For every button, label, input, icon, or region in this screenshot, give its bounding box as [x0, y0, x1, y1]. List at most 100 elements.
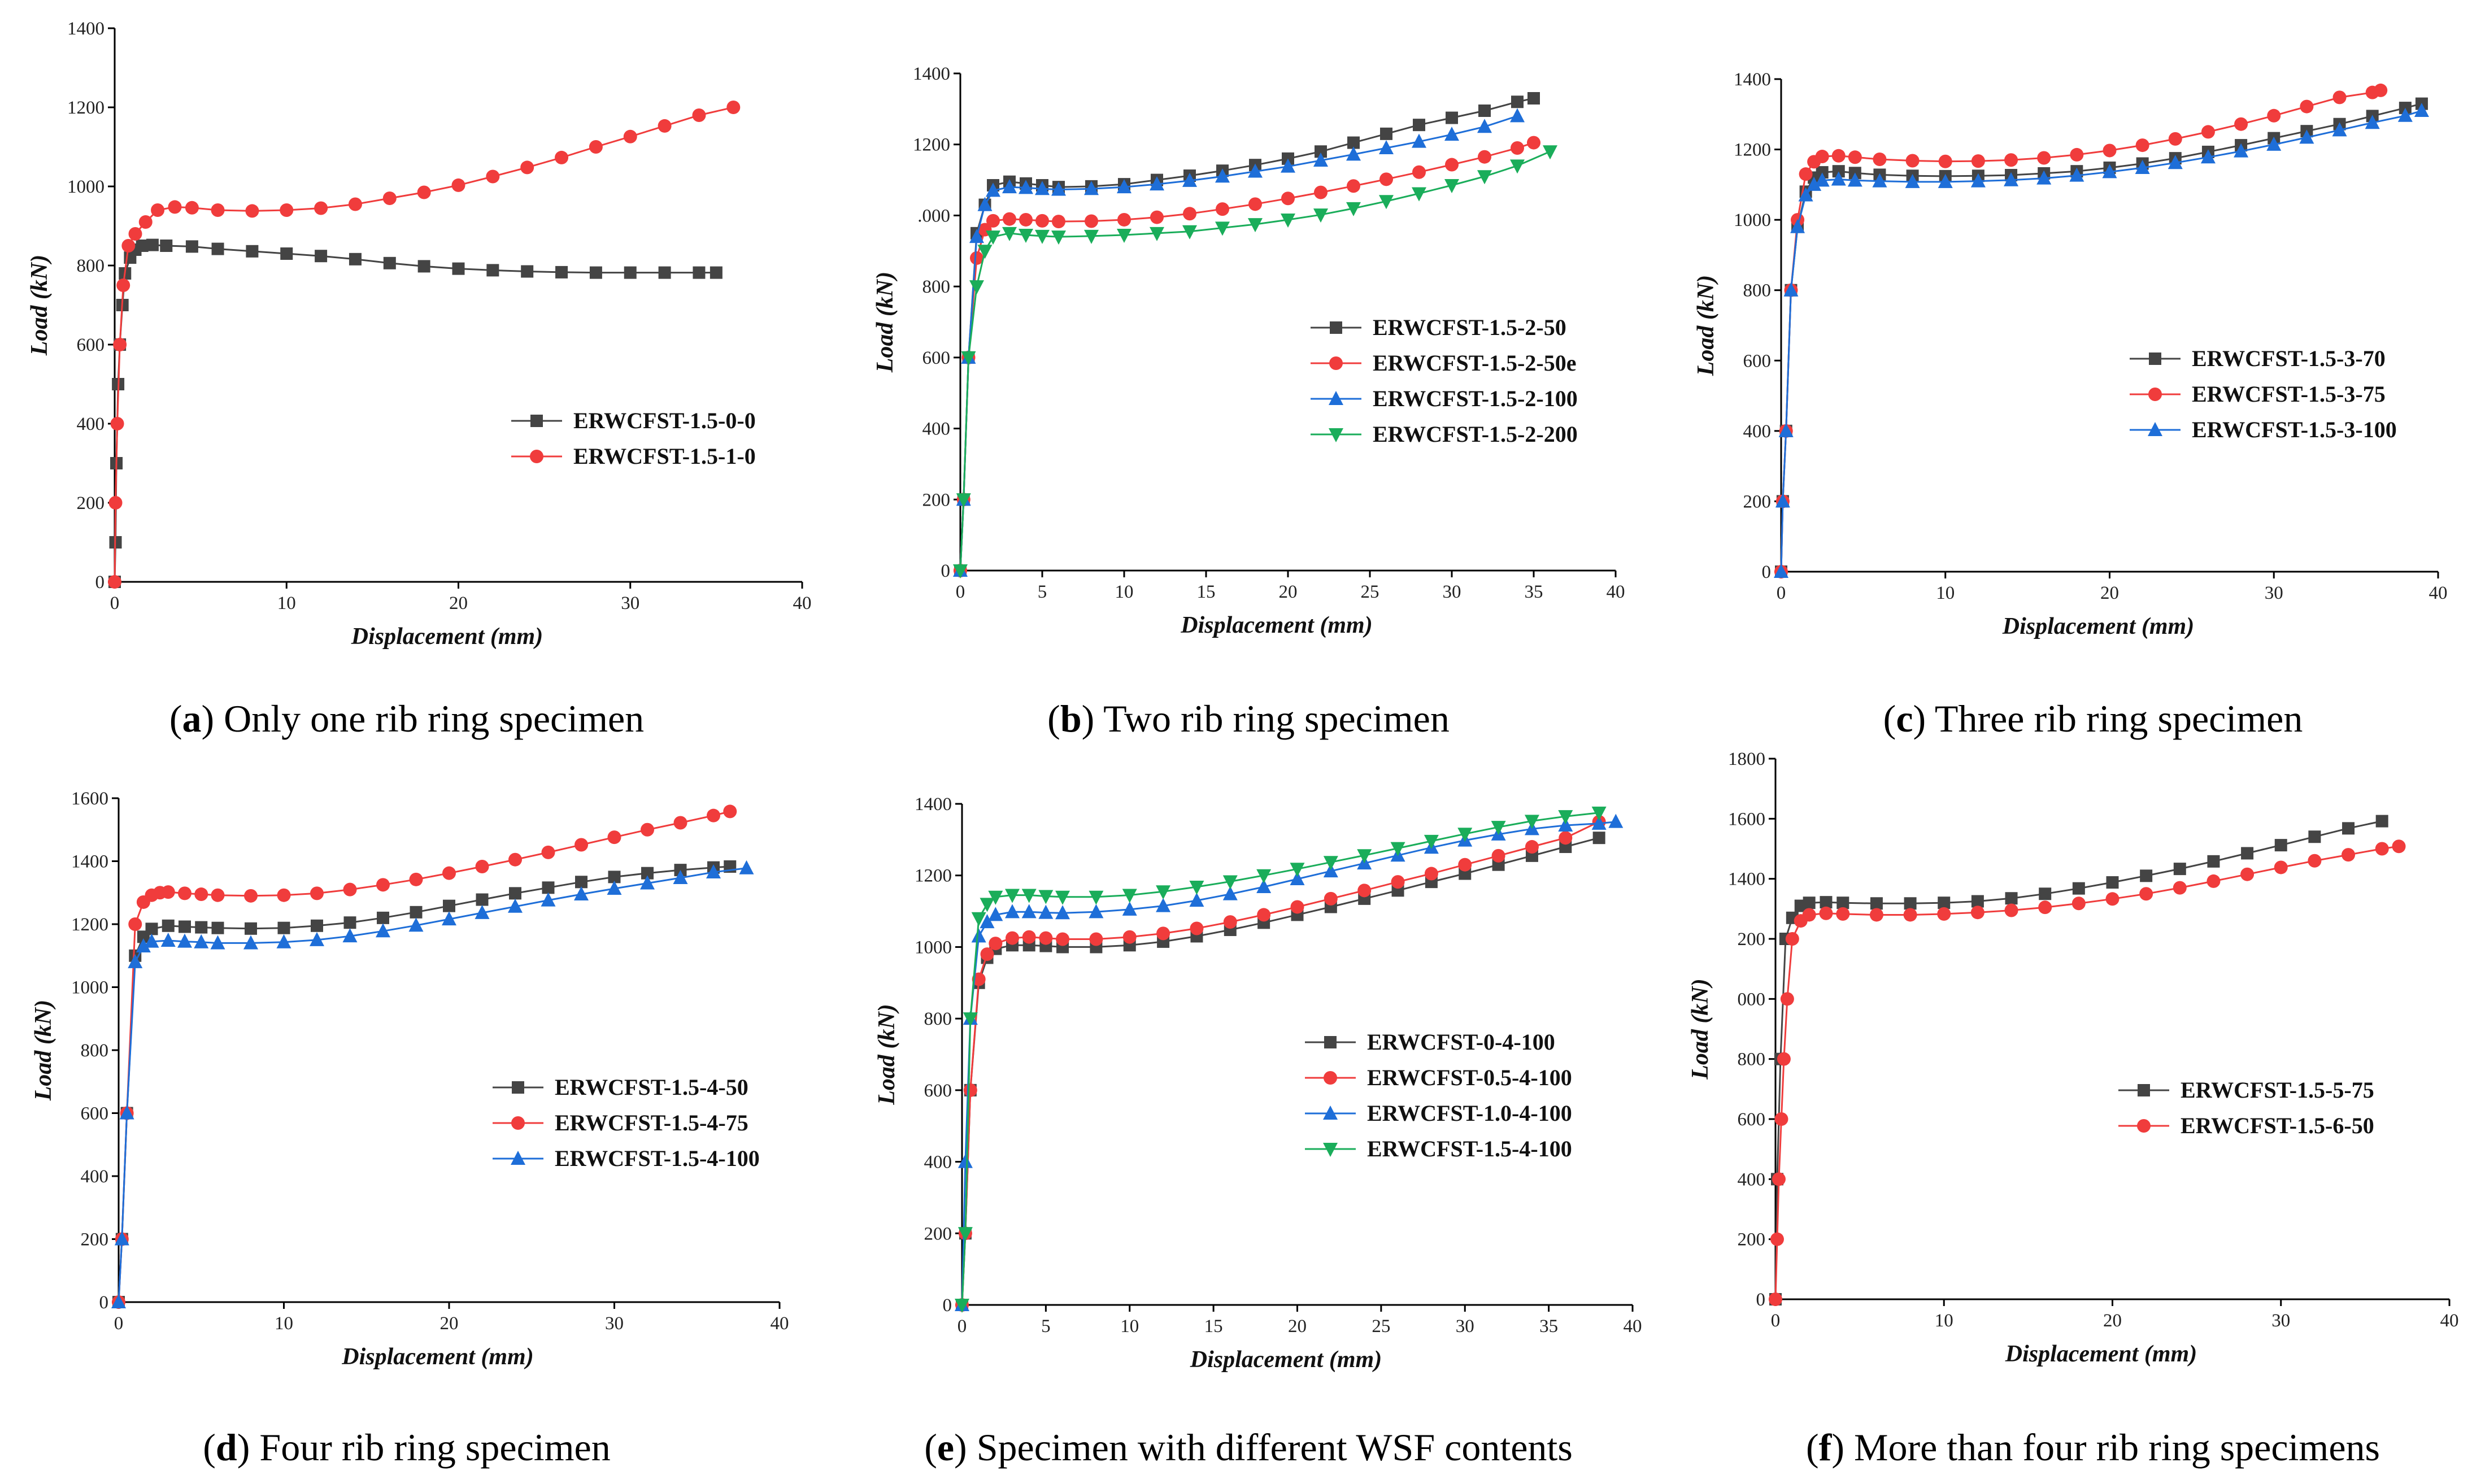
data-point [1413, 119, 1425, 132]
data-point [210, 935, 225, 950]
data-point [277, 888, 291, 902]
data-point [1021, 889, 1037, 903]
data-point [486, 169, 500, 184]
data-point [1770, 1232, 1784, 1246]
data-point [211, 203, 225, 217]
caption-e: (e) Specimen with different WSF contents [924, 1426, 1573, 1469]
y-tick-label: 800 [922, 277, 951, 297]
data-point [1769, 1292, 1782, 1306]
data-point [246, 245, 259, 258]
data-point [1938, 173, 1953, 188]
x-axis-label: Displacement (mm) [2002, 613, 2194, 639]
data-point [658, 119, 672, 133]
data-point [541, 892, 556, 907]
x-tick-label: 10 [1120, 1316, 1139, 1337]
data-point [243, 935, 258, 950]
y-tick-label: 1000 [1734, 210, 1771, 230]
y-tick-label: 200 [922, 490, 951, 510]
caption-d: (d) Four rib ring specimen [203, 1426, 610, 1469]
x-tick-label: 30 [1443, 582, 1461, 602]
data-point [2365, 115, 2380, 129]
legend-marker [530, 415, 543, 427]
y-tick-label: 1200 [1734, 140, 1771, 160]
data-point [1477, 119, 1492, 133]
data-point [417, 260, 430, 273]
data-point [195, 921, 208, 934]
y-tick-label: 1200 [913, 135, 950, 155]
data-point [1002, 227, 1017, 241]
data-point [1183, 207, 1196, 221]
caption-a: (a) Only one rib ring specimen [169, 697, 644, 740]
data-point [1775, 493, 1790, 508]
data-point [971, 928, 986, 943]
data-point [1832, 165, 1845, 178]
data-point [376, 923, 390, 938]
legend-marker [2149, 352, 2161, 365]
legend-entry: ERWCFST-1.5-4-100 [1305, 1136, 1572, 1161]
data-point [2071, 897, 2086, 911]
data-point [1558, 810, 1573, 825]
data-point [245, 204, 259, 218]
data-point [1156, 898, 1171, 912]
x-axis-label: Displacement (mm) [2005, 1341, 2197, 1367]
data-point [1379, 195, 1394, 210]
data-point [1511, 95, 1524, 108]
data-point [443, 899, 455, 912]
data-point [1543, 145, 1557, 160]
legend-entry: ERWCFST-1.5-3-70 [2130, 346, 2386, 371]
y-tick-label: 400 [922, 419, 951, 439]
data-point [1831, 171, 1846, 186]
data-point [1591, 815, 1607, 830]
data-point [110, 417, 124, 430]
y-tick-label: 1400 [1728, 869, 1765, 890]
data-point [1391, 875, 1405, 889]
data-point [2308, 854, 2322, 868]
data-point [1189, 880, 1204, 895]
chart-panel-c: 0 10 20 30 400200400600800100012001400Displa… [1693, 69, 2448, 740]
data-point [1444, 127, 1459, 141]
series-line [961, 812, 1599, 1305]
data-point [1216, 202, 1229, 216]
data-point [280, 203, 294, 217]
series-ERWCFST-0.5-4-100 [955, 815, 1606, 1312]
legend-entry: ERWCFST-1.5-5-75 [2118, 1077, 2374, 1103]
data-point [956, 493, 971, 508]
data-point [1836, 897, 1849, 909]
data-point [177, 933, 192, 948]
data-point [1089, 904, 1104, 919]
data-point [2342, 822, 2355, 835]
y-tick-label: 400 [77, 414, 105, 434]
data-point [2005, 892, 2018, 905]
x-tick-label: 10 [275, 1313, 293, 1334]
data-point [1314, 185, 1328, 199]
data-point [2102, 164, 2117, 179]
data-point [1223, 915, 1237, 929]
data-point [1189, 893, 1204, 907]
x-tick-label: 0 [958, 1316, 967, 1337]
legend-marker [1329, 356, 1343, 370]
data-point [726, 101, 741, 114]
data-point [575, 838, 588, 852]
series-ERWCFST-1.5-6-50 [1769, 839, 2406, 1306]
legend-marker [2148, 388, 2162, 401]
data-point [383, 256, 396, 269]
data-point [1003, 212, 1016, 226]
y-tick-label: 800 [1738, 1050, 1766, 1070]
legend-label: ERWCFST-1.5-6-50 [2181, 1113, 2374, 1138]
data-point [2308, 830, 2321, 843]
data-point [1052, 215, 1065, 229]
data-point [108, 496, 123, 510]
data-point [623, 129, 637, 143]
y-tick-label: 800 [77, 256, 105, 276]
series-line [114, 106, 734, 582]
series-ERWCFST-1.5-3-70 [1775, 97, 2428, 578]
data-point [1089, 890, 1104, 905]
data-point [151, 203, 165, 217]
data-point [476, 893, 489, 906]
data-point [111, 1294, 126, 1308]
data-point [1807, 176, 1822, 191]
data-point [2374, 83, 2388, 97]
data-point [2004, 153, 2018, 167]
data-point [1424, 834, 1439, 849]
data-point [1559, 831, 1573, 845]
